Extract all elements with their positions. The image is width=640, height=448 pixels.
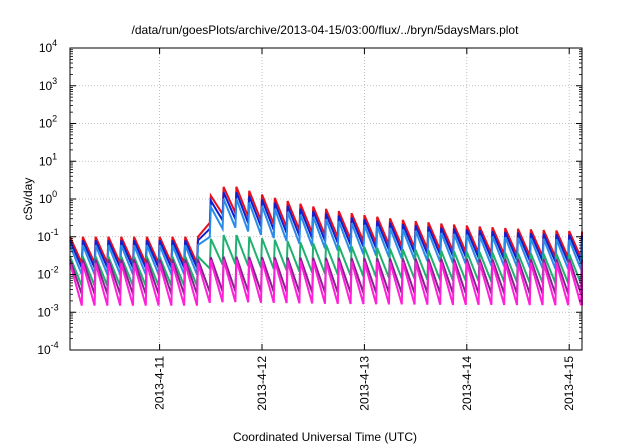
y-tick-label: 10-4 [37,340,58,357]
x-tick-label: 2013-4-14 [460,356,474,411]
x-axis: 2013-4-11 2013-4-12 2013-4-13 2013-4-14 2013… [153,48,576,411]
y-axis-label: cSv/day [21,178,35,221]
x-tick-label: 2013-4-11 [153,356,167,410]
x-tick-label: 2013-4-15 [562,356,576,411]
y-tick-label: 100 [39,189,57,206]
chart-title: /data/run/goesPlots/archive/2013-04-15/0… [132,23,520,37]
x-axis-label: Coordinated Universal Time (UTC) [233,430,417,444]
x-tick-label: 2013-4-12 [255,356,269,411]
y-tick-label: 101 [39,151,57,168]
y-tick-label: 10-1 [37,227,58,244]
y-tick-label: 10-3 [37,302,58,319]
series-group [69,186,583,306]
y-tick-label: 10-2 [37,265,58,282]
y-tick-label: 103 [39,76,57,93]
y-tick-label: 102 [39,114,57,131]
x-tick-label: 2013-4-13 [357,356,371,411]
series-line-6 [69,259,583,306]
y-axis: 10-4 10-3 10-2 10-1 100 101 102 103 104 [37,38,582,357]
y-tick-label: 104 [39,38,57,55]
